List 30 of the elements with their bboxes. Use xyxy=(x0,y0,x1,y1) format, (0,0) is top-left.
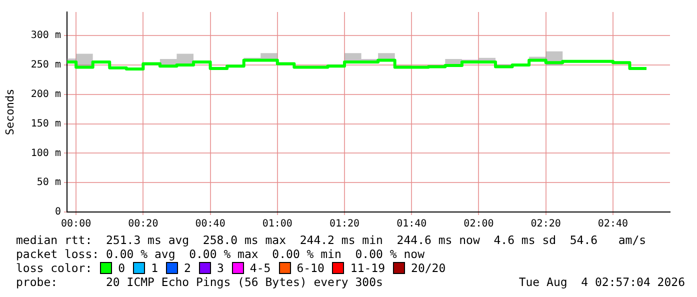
x-tick-label: 01:00 xyxy=(262,218,292,230)
x-tick-label: 01:40 xyxy=(396,218,427,230)
legend-label: 3 xyxy=(216,261,224,275)
x-tick-label: 01:20 xyxy=(329,218,360,230)
x-tick-label: 00:40 xyxy=(195,218,226,230)
x-tick-label: 02:00 xyxy=(464,218,494,230)
legend-label: 2 xyxy=(184,261,191,275)
text: probe: 20 ICMP Echo Pings (56 Bytes) every 300s xyxy=(16,275,383,289)
text: median rtt: 251.3 ms avg 258.0 ms max 244.2 ms min 244.6 ms now 4.6 ms sd 54.6 am/s xyxy=(16,233,648,247)
y-axis-title: Seconds xyxy=(3,88,16,136)
legend-title: loss color: xyxy=(16,261,92,275)
text: Tue Aug 4 02:57:04 2026 xyxy=(518,275,685,289)
y-tick-label: 0 xyxy=(54,206,61,218)
legend-label: 20/20 xyxy=(411,261,446,275)
legend-label: 1 xyxy=(151,261,158,275)
y-tick-label: 250 m xyxy=(30,60,61,71)
x-tick-label: 00:20 xyxy=(128,218,158,230)
x-tick-label: 02:40 xyxy=(598,218,628,230)
legend-label: 6-10 xyxy=(296,261,324,275)
y-tick-label: 150 m xyxy=(30,118,61,130)
y-tick-label: 50 m xyxy=(36,177,61,188)
legend-label: 11-19 xyxy=(350,261,386,275)
legend-label: 4-5 xyxy=(250,261,271,275)
x-tick-label: 00:00 xyxy=(61,218,92,230)
y-tick-label: 300 m xyxy=(30,30,61,42)
legend-label: 0 xyxy=(118,261,126,275)
y-tick-label: 200 m xyxy=(30,88,61,100)
text: packet loss: 0.00 % avg 0.00 % max 0.00 % min 0.00 % now xyxy=(16,247,426,261)
y-tick-label: 100 m xyxy=(30,148,61,159)
x-tick-label: 02:20 xyxy=(530,218,561,230)
